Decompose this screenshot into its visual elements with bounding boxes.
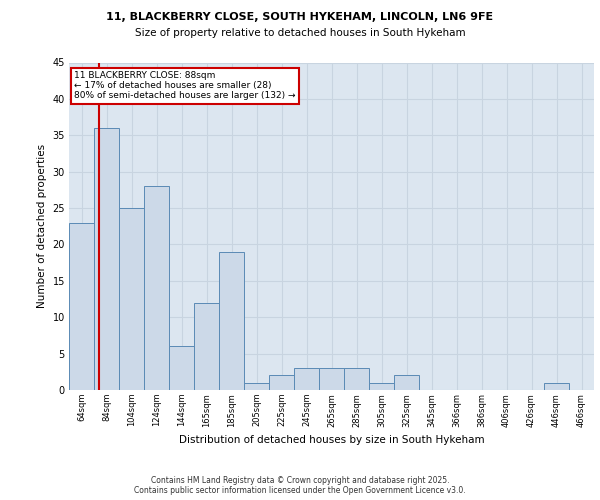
Bar (70, 222, 94, 390)
Bar (169, 346, 194, 390)
Bar (145, 186, 169, 390)
Bar (344, 368, 368, 390)
Text: 11, BLACKBERRY CLOSE, SOUTH HYKEHAM, LINCOLN, LN6 9FE: 11, BLACKBERRY CLOSE, SOUTH HYKEHAM, LIN… (106, 12, 494, 22)
X-axis label: Distribution of detached houses by size in South Hykeham: Distribution of detached houses by size … (179, 435, 484, 445)
Bar (119, 208, 143, 390)
Bar (295, 368, 319, 390)
Bar (244, 382, 269, 390)
Y-axis label: Number of detached properties: Number of detached properties (37, 144, 47, 308)
Bar (319, 368, 344, 390)
Bar (220, 252, 244, 390)
Bar (544, 382, 569, 390)
Bar (269, 376, 293, 390)
Text: Contains HM Land Registry data © Crown copyright and database right 2025.
Contai: Contains HM Land Registry data © Crown c… (134, 476, 466, 495)
Bar (94, 128, 119, 390)
Bar (394, 376, 419, 390)
Text: Size of property relative to detached houses in South Hykeham: Size of property relative to detached ho… (134, 28, 466, 38)
Bar (194, 302, 218, 390)
Bar (370, 382, 394, 390)
Text: 11 BLACKBERRY CLOSE: 88sqm
← 17% of detached houses are smaller (28)
80% of semi: 11 BLACKBERRY CLOSE: 88sqm ← 17% of deta… (74, 70, 296, 101)
